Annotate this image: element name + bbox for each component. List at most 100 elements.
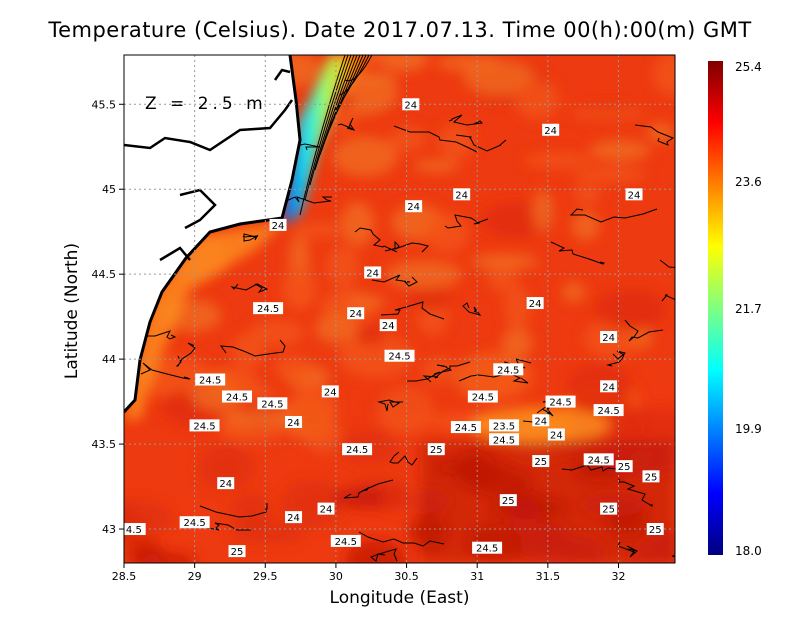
contour-label-box	[642, 470, 660, 483]
isotherm-line	[389, 451, 418, 466]
y-tick-label: 45	[102, 183, 116, 196]
contour-label-box	[342, 443, 373, 456]
contour-label-box	[493, 363, 524, 376]
isotherm-line	[354, 227, 398, 253]
x-tick-label: 30.5	[394, 570, 419, 583]
contour-label: 24	[600, 380, 618, 393]
contour-label-box	[583, 453, 614, 466]
isotherm-line	[304, 55, 349, 201]
contour-label: 24	[405, 200, 423, 213]
temperature-patch	[229, 521, 308, 544]
contour-label-text: 24	[382, 321, 395, 332]
contour-label: 25	[499, 494, 517, 507]
contour-label: 24	[402, 98, 420, 111]
contour-label-box	[330, 534, 361, 547]
contour-label: 24.5	[330, 534, 361, 548]
contour-label-box	[427, 443, 445, 456]
contour-label: 24	[526, 297, 544, 310]
plot-frame	[123, 54, 676, 564]
isotherm-line	[659, 259, 675, 268]
y-tick-label: 44	[102, 353, 116, 366]
contour-label: 25	[427, 443, 445, 456]
contour-label-box	[489, 433, 520, 446]
isotherm-line	[358, 531, 445, 547]
contour-label-box	[195, 373, 226, 386]
contour-label: 24.5	[222, 390, 253, 403]
isotherm-line	[380, 301, 445, 320]
isotherm-line	[371, 274, 418, 287]
y-axis-label: Latitude (North)	[62, 242, 82, 380]
y-tick-label: 43	[102, 523, 116, 536]
isotherm-line	[617, 541, 638, 558]
x-tick-label: 29.5	[253, 570, 278, 583]
contour-label-text: 24	[455, 190, 468, 201]
contour-label-box	[217, 477, 235, 490]
contour-label-text: 24	[602, 333, 615, 344]
colorbar-tick-label: 23.6	[735, 175, 762, 189]
contour-label-text: 24	[287, 418, 300, 429]
contour-label: 25	[228, 545, 246, 558]
colorbar-tick-label: 25.4	[735, 60, 762, 74]
contour-label-box	[489, 419, 520, 432]
contour-label-box	[526, 297, 544, 310]
isotherm-line	[314, 55, 355, 171]
contour-label: 25	[642, 470, 660, 483]
contour-label-box	[600, 502, 618, 515]
contour-label-box	[453, 188, 471, 201]
x-tick-label: 28.5	[112, 570, 137, 583]
contour-label-box	[317, 502, 335, 515]
colorbar-tick-label: 21.7	[735, 302, 762, 316]
isotherm-line	[343, 479, 394, 499]
contour-label: 24	[217, 477, 235, 490]
contour-label-box	[600, 331, 618, 344]
contour-label: 24.5	[545, 395, 576, 409]
contour-label-text: 25	[502, 496, 515, 507]
isotherm-line	[393, 125, 478, 153]
contour-label-text: 24.5	[346, 445, 368, 456]
contour-label-box	[124, 523, 146, 536]
isotherm-line	[448, 114, 484, 126]
contour-label-text: 24	[366, 268, 379, 279]
colorbar	[708, 61, 723, 555]
isotherm-line	[634, 124, 675, 146]
contour-label-box	[499, 494, 517, 507]
isotherm-line	[407, 364, 453, 382]
contour-label-text: 25	[649, 525, 662, 536]
temperature-patch	[464, 59, 536, 97]
temperature-patch	[377, 387, 434, 435]
contour-label-box	[542, 123, 560, 136]
isotherm-line	[199, 503, 268, 518]
contour-label-text: 24	[544, 126, 557, 137]
temperature-patch	[340, 201, 375, 247]
contour-label-box	[545, 395, 576, 408]
contour-label: 24.5	[493, 363, 524, 376]
isotherm-line	[606, 350, 627, 367]
contour-label: 24	[542, 123, 560, 137]
temperature-patch	[338, 334, 414, 379]
contour-label: 24	[317, 502, 335, 516]
contour-label-text: 24	[407, 202, 420, 213]
temperature-patch	[573, 184, 601, 204]
temperature-patch	[355, 325, 386, 345]
contour-label-text: 24	[534, 416, 547, 427]
contour-label-text: 24.5	[493, 435, 515, 446]
temperature-patch	[223, 409, 296, 428]
temperature-patch	[325, 298, 350, 314]
isotherm-line	[569, 208, 658, 223]
x-tick-label: 30	[329, 570, 343, 583]
contour-label-text: 24	[404, 100, 417, 111]
contour-label-box	[364, 266, 382, 279]
contour-label-text: 24.5	[455, 423, 477, 434]
contour-label-box	[321, 385, 339, 398]
isotherm-line	[561, 464, 626, 472]
isotherm-line	[344, 55, 373, 82]
contour-label: 24.5	[583, 453, 614, 466]
contour-label: 24	[285, 415, 303, 429]
temperature-patch	[289, 221, 349, 239]
figure-title: Temperature (Celsius). Date 2017.07.13. …	[48, 18, 752, 42]
contour-label-box	[269, 218, 287, 231]
temperature-patch	[408, 287, 453, 311]
temperature-patch	[470, 253, 539, 270]
temperature-patch	[344, 294, 387, 310]
